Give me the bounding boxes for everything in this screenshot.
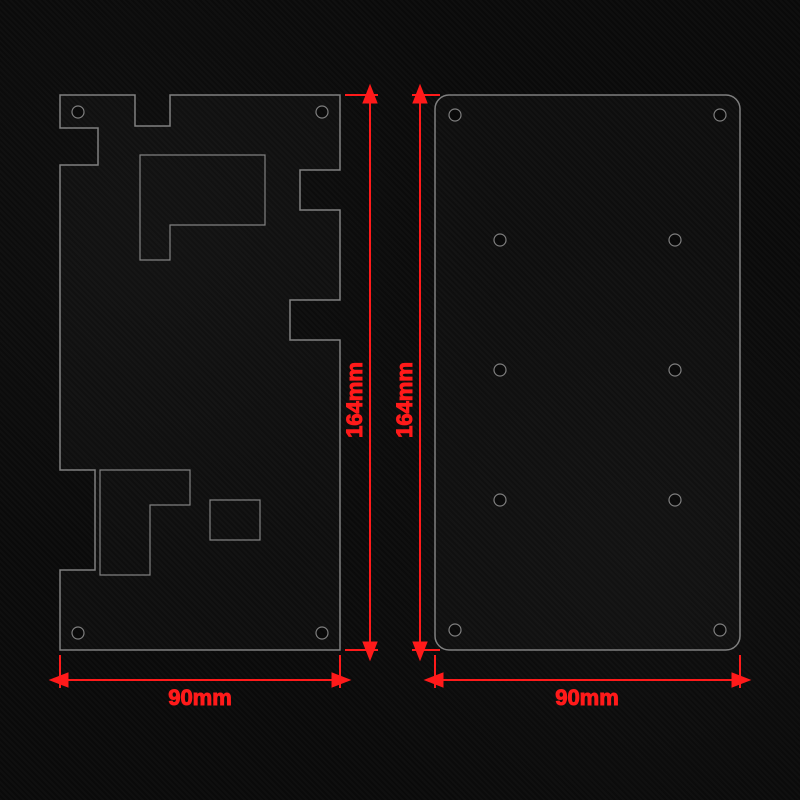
left-hole-tl bbox=[72, 106, 84, 118]
left-panel-outline bbox=[60, 95, 340, 650]
dim-right-width: 90mm bbox=[425, 655, 750, 710]
right-panel-outline bbox=[435, 95, 740, 650]
diagram-svg: 164mm 90mm 164mm 90mm bbox=[0, 0, 800, 800]
dim-left-height: 164mm bbox=[342, 85, 378, 660]
left-panel bbox=[60, 95, 340, 650]
right-hole-3 bbox=[494, 234, 506, 246]
left-hole-br bbox=[316, 627, 328, 639]
right-hole-8 bbox=[669, 494, 681, 506]
right-hole-7 bbox=[494, 494, 506, 506]
dim-right-height-label: 164mm bbox=[392, 362, 417, 438]
right-hole-1 bbox=[449, 109, 461, 121]
dim-right-width-label: 90mm bbox=[555, 685, 619, 710]
left-hole-tr bbox=[316, 106, 328, 118]
right-hole-6 bbox=[669, 364, 681, 376]
right-hole-10 bbox=[714, 624, 726, 636]
right-hole-2 bbox=[714, 109, 726, 121]
right-hole-4 bbox=[669, 234, 681, 246]
right-hole-5 bbox=[494, 364, 506, 376]
diagram-stage: 164mm 90mm 164mm 90mm bbox=[0, 0, 800, 800]
dim-left-height-label: 164mm bbox=[342, 362, 367, 438]
dim-left-width: 90mm bbox=[50, 655, 350, 710]
right-panel bbox=[435, 95, 740, 650]
dim-left-width-label: 90mm bbox=[168, 685, 232, 710]
right-hole-9 bbox=[449, 624, 461, 636]
left-hole-bl bbox=[72, 627, 84, 639]
dim-right-height: 164mm bbox=[392, 85, 440, 660]
